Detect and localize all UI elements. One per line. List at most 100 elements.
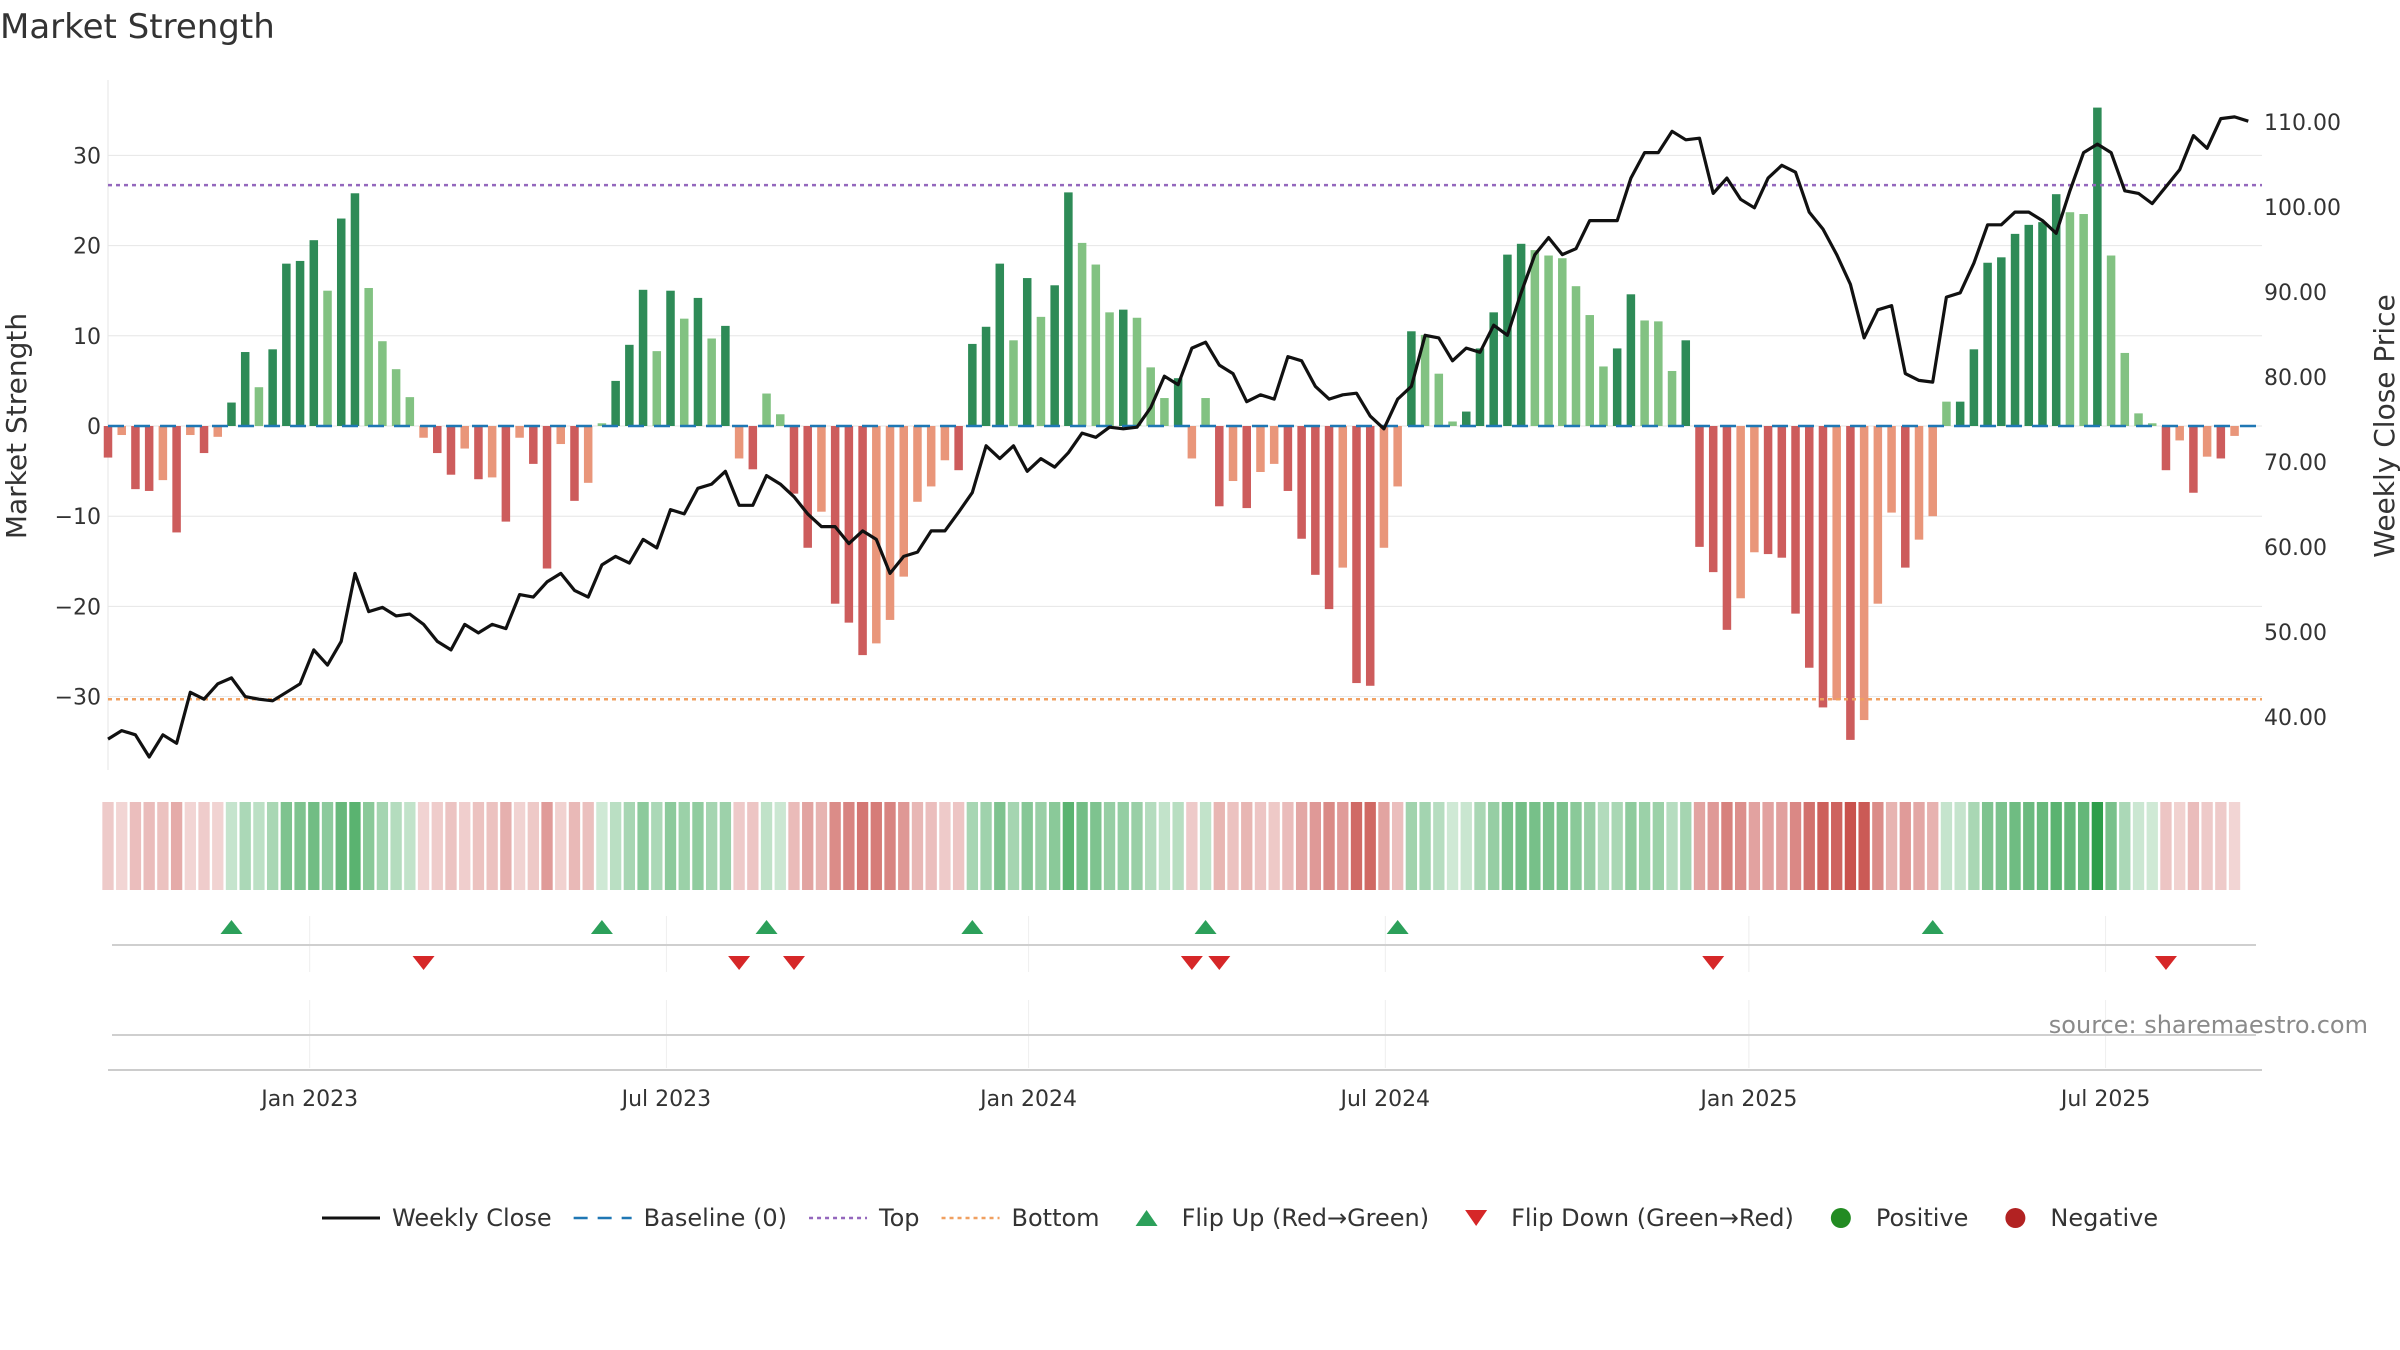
strength-bar	[2147, 423, 2157, 426]
strength-bar	[721, 325, 730, 426]
strength-bar	[1558, 258, 1567, 426]
strength-bar	[1132, 317, 1142, 426]
heatmap-cell	[1378, 802, 1390, 890]
strength-bar	[2120, 352, 2130, 426]
heatmap-cell	[1680, 802, 1692, 890]
heatmap-cell	[1611, 802, 1623, 890]
strength-bar	[556, 426, 566, 445]
strength-bar	[487, 426, 497, 478]
heatmap-cell	[363, 802, 375, 890]
heatmap-cell	[1981, 802, 1994, 890]
heatmap-cell	[1007, 802, 1020, 890]
strength-bar	[1242, 426, 1251, 509]
strength-bar	[2189, 426, 2198, 493]
heatmap-cell	[980, 802, 992, 890]
heatmap-cell	[1474, 802, 1486, 890]
reference-lines	[108, 183, 2262, 701]
heatmap-cell	[376, 802, 389, 890]
strength-bar	[2010, 233, 2020, 426]
heatmap-cell	[1090, 802, 1102, 890]
heatmap-cell	[445, 802, 457, 890]
strength-bar	[707, 338, 716, 426]
heatmap-cell	[239, 802, 251, 890]
heatmap-cell	[1035, 802, 1047, 890]
heatmap-cell	[1913, 802, 1925, 890]
right-tick-label: 110.00	[2264, 111, 2341, 136]
strength-bar	[213, 426, 223, 437]
heatmap-cell	[952, 802, 965, 890]
strength-bar	[460, 426, 469, 449]
strength-bar	[1997, 257, 2006, 426]
heatmap-cell	[774, 802, 786, 890]
heatmap-cell	[1350, 802, 1363, 890]
strength-bar	[1750, 426, 1759, 553]
heatmap-cell	[1213, 802, 1225, 890]
strength-bar	[652, 351, 662, 426]
strength-bar	[734, 426, 744, 459]
x-tick-label: Jul 2023	[620, 1087, 712, 1112]
strength-bar	[1201, 398, 1210, 426]
heatmap-cell	[829, 802, 841, 890]
heatmap-cell	[1241, 802, 1253, 890]
strength-bar	[899, 426, 908, 577]
strength-bar	[625, 344, 634, 426]
heatmap-cell	[1405, 802, 1418, 890]
strength-bar	[1942, 401, 1951, 426]
heatmap-cell	[1831, 802, 1843, 890]
heatmap-cell	[157, 802, 169, 890]
left-axis-title: Market Strength	[0, 313, 33, 539]
flip-down-marker	[2154, 956, 2177, 970]
strength-bar	[844, 426, 854, 623]
heatmap-cell	[678, 802, 690, 890]
heatmap-cell	[651, 802, 663, 890]
strength-bar	[2079, 214, 2088, 426]
strength-bar	[378, 341, 387, 426]
legend: Weekly Close Baseline (0) Top Bottom Flip Up…	[322, 1204, 2158, 1232]
heatmap-cell	[1940, 802, 1953, 890]
heatmap-cell	[321, 802, 334, 890]
heatmap-cell	[500, 802, 512, 890]
heatmap-cell	[1295, 802, 1308, 890]
heatmap-cell	[253, 802, 265, 890]
strength-bar	[474, 426, 483, 480]
strength-bar	[1846, 426, 1855, 740]
strength-bar	[391, 369, 401, 426]
strength-bar	[1434, 373, 1444, 426]
strength-bar	[282, 263, 291, 426]
strength-bar	[1297, 426, 1306, 539]
heatmap-cell	[1968, 802, 1980, 890]
heatmap-cell	[294, 802, 306, 890]
heatmap-cell	[1049, 802, 1061, 890]
x-tick-label: Jul 2025	[2059, 1087, 2151, 1112]
strength-bar	[131, 426, 140, 490]
heatmap-cell	[2201, 802, 2213, 890]
heatmap-cell	[1954, 802, 1966, 890]
heatmap-cell	[212, 802, 224, 890]
heatmap-cell	[1364, 802, 1376, 890]
flip-up-marker	[1194, 920, 1217, 934]
flip-up-marker	[220, 920, 243, 934]
strength-bar	[1873, 426, 1883, 604]
strength-bar	[1146, 367, 1155, 426]
strength-bar	[1365, 426, 1375, 686]
strength-bar	[1599, 366, 1608, 426]
heatmap-cell	[404, 802, 416, 890]
heatmap-cell	[1460, 802, 1472, 890]
heatmap-cell	[1076, 802, 1088, 890]
heatmap-cell	[1419, 802, 1431, 890]
legend-label: Flip Up (Red→Green)	[1182, 1204, 1430, 1232]
heatmap-cell	[486, 802, 498, 890]
strength-bar	[638, 289, 648, 426]
right-axis: 110.00 100.00 90.00 80.00 70.00 60.00 50.00 40.…	[2264, 111, 2341, 731]
strength-bar	[693, 297, 703, 426]
strength-bar	[1777, 426, 1787, 558]
strength-bar	[858, 426, 867, 656]
flip-up-marker	[1386, 920, 1409, 934]
strength-bar	[1928, 426, 1937, 517]
heatmap-cell	[1062, 802, 1075, 890]
strength-bar	[1955, 401, 1965, 426]
heatmap-cell	[2050, 802, 2062, 890]
strength-bar	[926, 426, 936, 487]
heatmap-cell	[1227, 802, 1239, 890]
legend-label: Flip Down (Green→Red)	[1511, 1204, 1794, 1232]
